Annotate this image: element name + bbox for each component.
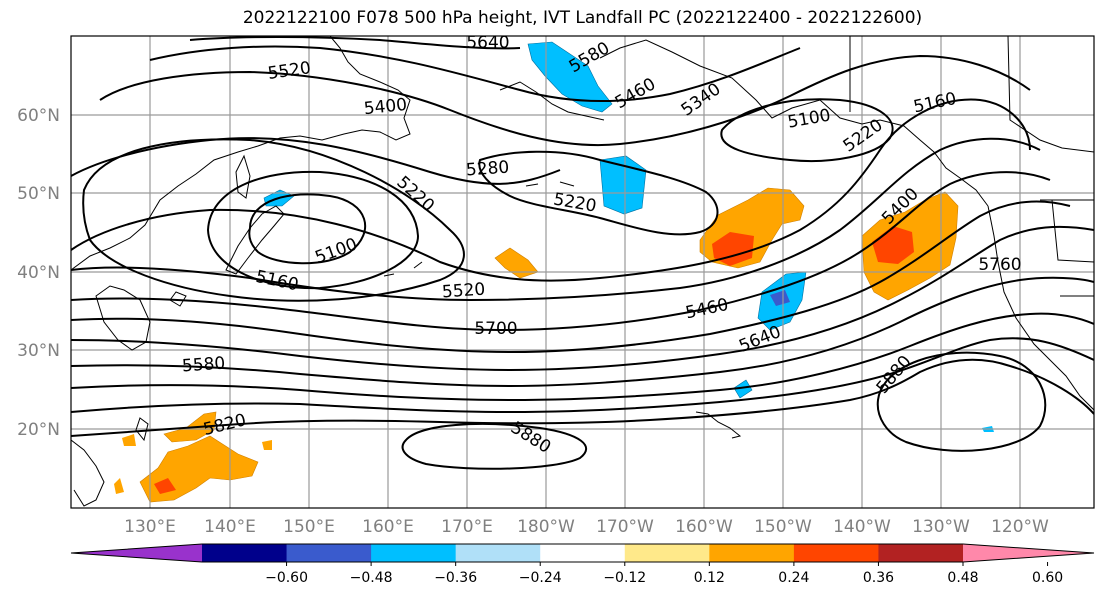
- colorbar-tick-label: −0.48: [350, 570, 393, 586]
- lat-label: 60°N: [17, 106, 60, 126]
- contour-label: 5580: [181, 354, 226, 377]
- lat-label: 20°N: [17, 420, 60, 440]
- colorbar-tick-label: 0.12: [694, 570, 725, 586]
- coastlines: [71, 36, 1094, 507]
- contour-label: 5760: [978, 255, 1021, 275]
- colorbar-segment: [202, 544, 288, 562]
- colorbar-tick-label: −0.36: [434, 570, 477, 586]
- lon-label: 150°W: [754, 517, 812, 537]
- colorbar-extend-min: [71, 544, 202, 562]
- contour-label: 5520: [266, 58, 312, 84]
- contour-label: 5220: [393, 172, 439, 216]
- lon-label: 180°W: [517, 517, 575, 537]
- colorbar-segment: [624, 544, 710, 562]
- contour-label: 5100: [313, 235, 360, 269]
- colorbar-segment: [455, 544, 541, 562]
- lon-label: 170°W: [596, 517, 654, 537]
- colorbar-extend-max: [963, 544, 1094, 562]
- colorbar-outline: [70, 543, 1095, 563]
- map-title: 2022122100 F078 500 hPa height, IVT Land…: [242, 8, 923, 28]
- negative-anomaly-areas: [263, 41, 994, 432]
- colorbar-tick-label: 0.48: [947, 570, 978, 586]
- colorbar-tick-label: −0.60: [265, 570, 308, 586]
- colorbar: −0.60 −0.48 −0.36 −0.24 −0.12 0.12 0.24 0.36 0.4…: [70, 543, 1095, 586]
- positive-anomaly-areas: [114, 187, 959, 503]
- colorbar-tick-label: −0.12: [603, 570, 646, 586]
- lon-label: 140°W: [833, 517, 891, 537]
- lon-label: 160°W: [675, 517, 733, 537]
- contour-label: 5280: [465, 158, 510, 181]
- contour-label: 5700: [474, 319, 517, 339]
- latitude-labels: 60°N 50°N 40°N 30°N 20°N: [17, 106, 60, 440]
- contour-label: 5520: [441, 280, 486, 303]
- contour-label: 5880: [873, 352, 916, 398]
- lon-label: 130°W: [912, 517, 970, 537]
- colorbar-tick-label: 0.24: [778, 570, 809, 586]
- colorbar-segment: [540, 544, 626, 562]
- lat-label: 50°N: [17, 184, 60, 204]
- lat-label: 30°N: [17, 341, 60, 361]
- lat-label: 40°N: [17, 263, 60, 283]
- colorbar-tick-label: 0.60: [1032, 570, 1063, 586]
- colorbar-segment: [371, 544, 457, 562]
- contour-label: 5400: [363, 95, 408, 119]
- contour-label: 5100: [786, 105, 832, 132]
- lon-label: 140°E: [204, 517, 256, 537]
- contour-label: 5640: [466, 33, 509, 53]
- lon-label: 130°E: [124, 517, 176, 537]
- lon-label: 150°E: [283, 517, 335, 537]
- longitude-labels: 130°E 140°E 150°E 160°E 170°E 180°W 170°…: [124, 517, 1049, 537]
- colorbar-segment: [878, 544, 964, 562]
- contour-label: 5160: [254, 267, 300, 296]
- contour-label: 5160: [912, 89, 958, 118]
- lon-label: 120°W: [991, 517, 1049, 537]
- colorbar-tick-label: 0.36: [863, 570, 894, 586]
- contour-label: 5460: [684, 295, 730, 324]
- colorbar-tick-label: −0.24: [519, 570, 562, 586]
- map-frame: [70, 35, 1095, 509]
- lon-label: 160°E: [362, 517, 414, 537]
- colorbar-segment: [709, 544, 795, 562]
- height-contours: [71, 36, 1094, 470]
- lon-label: 170°E: [441, 517, 493, 537]
- colorbar-segment: [286, 544, 372, 562]
- colorbar-segment: [793, 544, 879, 562]
- contour-label: 5460: [612, 74, 659, 113]
